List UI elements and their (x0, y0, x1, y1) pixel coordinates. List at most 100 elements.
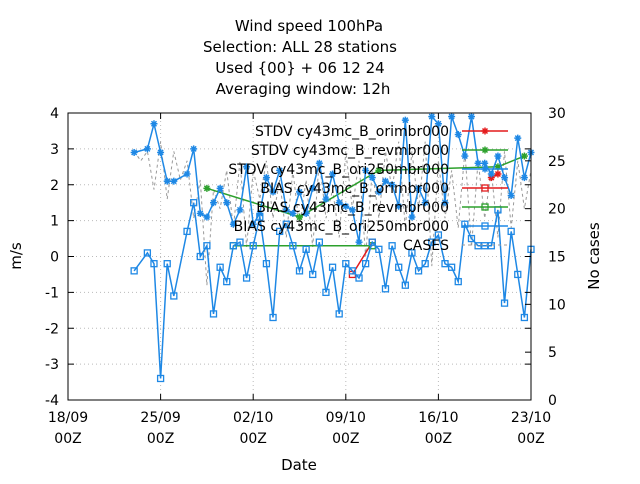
data-point (309, 270, 317, 279)
data-point (415, 184, 423, 192)
title-line-3: Used {00} + 06 12 24 (215, 59, 384, 77)
data-point (249, 242, 257, 250)
data-point (395, 263, 403, 271)
y2-tick-label: 5 (548, 345, 557, 361)
series-layer (130, 113, 535, 383)
data-point (229, 220, 237, 228)
x-tick-label-date: 16/10 (418, 410, 458, 426)
data-point (183, 170, 191, 178)
data-point (454, 277, 462, 286)
y2-tick-label: 30 (548, 106, 566, 122)
data-point (130, 148, 138, 156)
chart-title: Wind speed 100hPa Selection: ALL 28 stat… (203, 17, 397, 98)
data-point (196, 209, 204, 217)
data-point (408, 249, 416, 257)
data-point (170, 292, 178, 300)
data-point (500, 299, 509, 307)
y-tick-label: 2 (50, 178, 59, 194)
data-point (474, 159, 482, 167)
title-line-2: Selection: ALL 28 stations (203, 38, 397, 56)
data-point (282, 220, 290, 228)
x-tick-label-date: 25/09 (140, 410, 180, 426)
y-tick-label: -4 (45, 393, 59, 409)
y-tick-label: 0 (50, 250, 59, 266)
data-point (408, 213, 416, 221)
x-tick-label-date: 09/10 (326, 410, 366, 426)
data-point (282, 206, 290, 214)
legend-marker (481, 165, 489, 173)
data-point (289, 242, 297, 250)
data-point (223, 277, 231, 286)
legend-marker (481, 184, 489, 192)
data-point (335, 310, 343, 318)
data-point (514, 270, 522, 279)
data-point (348, 267, 357, 275)
data-point (507, 192, 515, 200)
data-point (428, 238, 436, 246)
legend-marker (481, 127, 489, 135)
data-point (269, 188, 277, 196)
y-tick-label: -2 (45, 321, 59, 337)
legend-label: STDV cy43mc_B_revmbr000 (251, 143, 449, 159)
data-point (150, 260, 158, 268)
y-tick-label: 4 (50, 106, 59, 122)
data-point (361, 260, 370, 268)
data-point (156, 374, 165, 383)
data-point (342, 260, 350, 268)
data-point (203, 184, 211, 192)
x-tick-label-hour: 00Z (517, 431, 544, 447)
data-point (236, 238, 244, 246)
data-point (381, 285, 390, 293)
data-point (355, 238, 363, 246)
data-point (243, 163, 251, 171)
data-point (256, 213, 264, 221)
data-point (414, 267, 423, 275)
data-point (375, 166, 383, 174)
x-axis-label: Date (281, 456, 317, 474)
axis-ticks: -4 -3 -2 -1 0 1 2 3 4 0 5 10 15 20 25 30 18/09 00Z 25/09 00… (45, 106, 566, 447)
data-point (249, 220, 257, 228)
data-point (203, 213, 211, 221)
data-point (163, 177, 171, 185)
data-point (487, 242, 495, 250)
data-point (315, 238, 323, 246)
data-point (196, 252, 204, 261)
data-point (454, 131, 462, 139)
data-point (143, 249, 152, 257)
data-point (309, 184, 317, 192)
x-tick-label-hour: 00Z (425, 431, 452, 447)
data-point (401, 281, 409, 289)
data-point (262, 174, 270, 182)
data-point (183, 227, 191, 236)
data-point (295, 267, 304, 275)
data-point (190, 145, 198, 153)
legend-label: STDV cy43mc_B_orimbr000 (255, 124, 449, 140)
data-point (302, 209, 310, 217)
data-point (209, 310, 218, 318)
data-point (302, 245, 310, 253)
data-point (322, 195, 330, 203)
y-tick-label: 3 (50, 142, 59, 158)
data-point (242, 274, 251, 282)
series-line (133, 141, 532, 286)
data-point (223, 199, 231, 207)
data-point (375, 245, 383, 253)
legend-label: BIAS cy43mc_B_ori250mbr000 (234, 219, 449, 235)
data-point (421, 199, 429, 207)
data-point (163, 260, 171, 268)
y2-tick-label: 0 (548, 393, 557, 409)
x-tick-label-hour: 00Z (332, 431, 359, 447)
data-point (388, 242, 396, 250)
data-point (362, 166, 370, 174)
y2-tick-label: 25 (548, 154, 566, 170)
legend-label: CASES (403, 238, 449, 254)
x-tick-label-date: 02/10 (233, 410, 273, 426)
data-point (170, 177, 178, 185)
data-point (494, 152, 502, 160)
legend-marker (481, 222, 489, 230)
series-5 (130, 199, 535, 383)
data-point (501, 174, 509, 182)
x-tick-label-date: 23/10 (511, 410, 551, 426)
data-point (448, 113, 456, 121)
